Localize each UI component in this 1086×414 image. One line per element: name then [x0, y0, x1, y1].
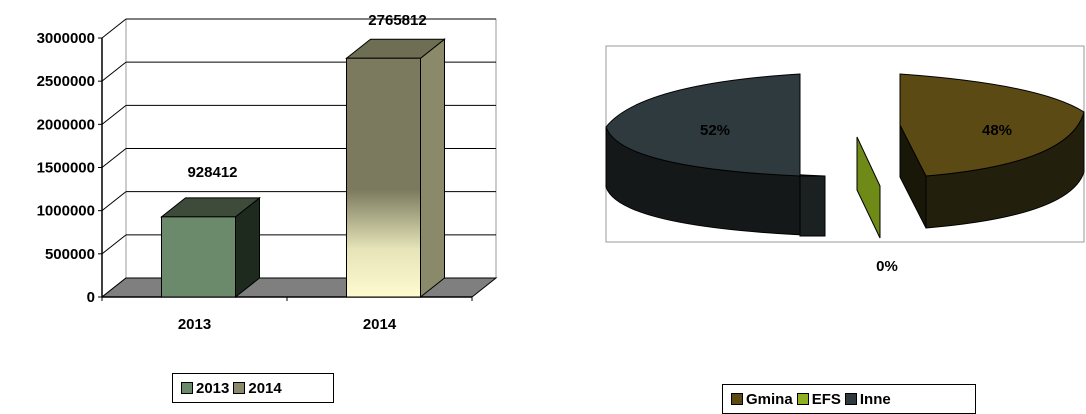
bar-2014 [346, 57, 421, 298]
bar-legend-swatch-2014 [233, 382, 246, 394]
bar-legend-label-2014: 2014 [248, 379, 282, 397]
x-tick-label-2013: 2013 [178, 316, 211, 333]
bar-grid-diag [101, 18, 127, 39]
bar-value-label-2013: 928412 [187, 164, 237, 181]
pie-legend-label-efs: EFS [811, 390, 841, 408]
pie-legend-item-gmina: Gmina [731, 391, 793, 408]
bar-labels: 928412 2013 2765812 2014 [178, 12, 427, 333]
bar-legend-item-2014: 2014 [233, 379, 282, 397]
bar-2013 [161, 216, 236, 298]
y-tick-label: 3000000 [37, 30, 95, 47]
y-tick-label: 2000000 [37, 116, 95, 133]
bar-series [160, 38, 446, 299]
bar-axes: 0 500000 1000000 1500000 2000000 2500000 30000… [37, 30, 473, 306]
pie-slice-inne-top [605, 73, 801, 177]
bar-grid-diag [101, 61, 127, 82]
pie-label-efs: 0% [876, 258, 898, 275]
pie-chart: 52% 48% 0% [605, 45, 1085, 275]
pie-slice-inne-cut [799, 175, 826, 237]
pie-slice-efs [856, 136, 881, 239]
bar-grid-diag [101, 191, 127, 212]
y-tick-label: 500000 [45, 246, 95, 263]
bar-grid-diag [101, 234, 127, 255]
pie-label-gmina: 48% [982, 122, 1012, 139]
x-tick-label-2014: 2014 [363, 316, 397, 333]
bar-value-label-2014: 2765812 [368, 12, 426, 29]
bar-grid-diag [101, 148, 127, 168]
pie-legend-swatch-efs [796, 393, 809, 405]
bar-legend-swatch-2013 [181, 382, 193, 394]
y-tick-label: 0 [87, 289, 95, 306]
bar-chart: 0 500000 1000000 1500000 2000000 2500000 30000… [37, 12, 498, 333]
pie-slice-gmina-top [899, 73, 1085, 177]
pie-slices [605, 73, 1085, 239]
pie-legend-swatch-gmina [731, 393, 743, 405]
bar-legend-item-2013: 2013 [181, 380, 229, 397]
y-tick-label: 2500000 [37, 73, 95, 90]
pie-legend-label-inne: Inne [859, 390, 891, 408]
pie-legend: Gmina EFS Inne [722, 384, 976, 414]
y-tick-label: 1000000 [37, 203, 95, 220]
pie-legend-label-gmina: Gmina [746, 390, 793, 408]
pie-label-inne: 52% [700, 122, 730, 139]
y-tick-label: 1500000 [37, 160, 95, 177]
bar-legend-label-2013: 2013 [196, 379, 230, 397]
pie-legend-item-efs: EFS [796, 390, 841, 408]
pie-legend-swatch-inne [844, 393, 857, 405]
pie-legend-item-inne: Inne [844, 390, 891, 408]
bar-side-2014 [420, 38, 445, 299]
bar-legend: 2013 2014 [172, 373, 334, 403]
bar-grid-diag [101, 104, 127, 125]
